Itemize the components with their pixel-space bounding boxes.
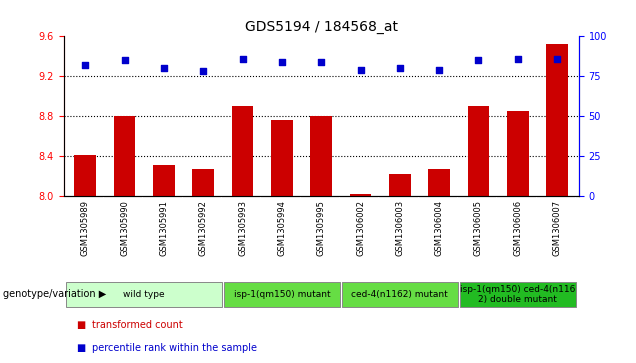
Text: GSM1306005: GSM1306005 — [474, 200, 483, 256]
Text: GSM1305991: GSM1305991 — [160, 200, 169, 256]
Text: wild type: wild type — [123, 290, 165, 299]
Point — [316, 59, 326, 65]
Text: isp-1(qm150) mutant: isp-1(qm150) mutant — [233, 290, 330, 299]
Bar — [350, 194, 371, 196]
FancyBboxPatch shape — [460, 282, 576, 307]
Point — [80, 62, 90, 68]
Bar — [271, 120, 293, 196]
Point — [552, 56, 562, 62]
Text: GSM1305989: GSM1305989 — [81, 200, 90, 256]
Point — [434, 67, 444, 73]
Bar — [74, 155, 96, 196]
Point — [395, 65, 405, 71]
Point — [237, 56, 247, 62]
Bar — [153, 165, 175, 196]
Text: GSM1305992: GSM1305992 — [198, 200, 208, 256]
Text: GSM1306004: GSM1306004 — [434, 200, 444, 256]
Text: GSM1305995: GSM1305995 — [317, 200, 326, 256]
Point — [159, 65, 169, 71]
Bar — [546, 44, 568, 196]
FancyBboxPatch shape — [224, 282, 340, 307]
Text: GSM1306002: GSM1306002 — [356, 200, 365, 256]
Bar — [192, 169, 214, 196]
Text: ■: ■ — [76, 343, 86, 354]
Text: ■: ■ — [76, 320, 86, 330]
Bar — [389, 174, 411, 196]
Text: transformed count: transformed count — [92, 320, 183, 330]
Text: GSM1306003: GSM1306003 — [396, 200, 404, 256]
Point — [356, 67, 366, 73]
Point — [473, 57, 483, 63]
Point — [513, 56, 523, 62]
Text: isp-1(qm150) ced-4(n116
2) double mutant: isp-1(qm150) ced-4(n116 2) double mutant — [460, 285, 576, 304]
Text: GSM1305993: GSM1305993 — [238, 200, 247, 256]
Bar — [232, 106, 253, 196]
Text: GSM1306007: GSM1306007 — [553, 200, 562, 256]
Text: GSM1305990: GSM1305990 — [120, 200, 129, 256]
Text: ced-4(n1162) mutant: ced-4(n1162) mutant — [352, 290, 448, 299]
Point — [277, 59, 287, 65]
Title: GDS5194 / 184568_at: GDS5194 / 184568_at — [245, 20, 398, 34]
Bar — [310, 116, 332, 196]
Text: GSM1306006: GSM1306006 — [513, 200, 522, 256]
Text: genotype/variation ▶: genotype/variation ▶ — [3, 289, 106, 299]
FancyBboxPatch shape — [342, 282, 458, 307]
Point — [120, 57, 130, 63]
Point — [198, 69, 209, 74]
Bar — [467, 106, 489, 196]
Text: GSM1305994: GSM1305994 — [277, 200, 286, 256]
Text: percentile rank within the sample: percentile rank within the sample — [92, 343, 257, 354]
Bar — [507, 111, 529, 196]
Bar — [114, 116, 135, 196]
Bar — [428, 169, 450, 196]
FancyBboxPatch shape — [66, 282, 222, 307]
